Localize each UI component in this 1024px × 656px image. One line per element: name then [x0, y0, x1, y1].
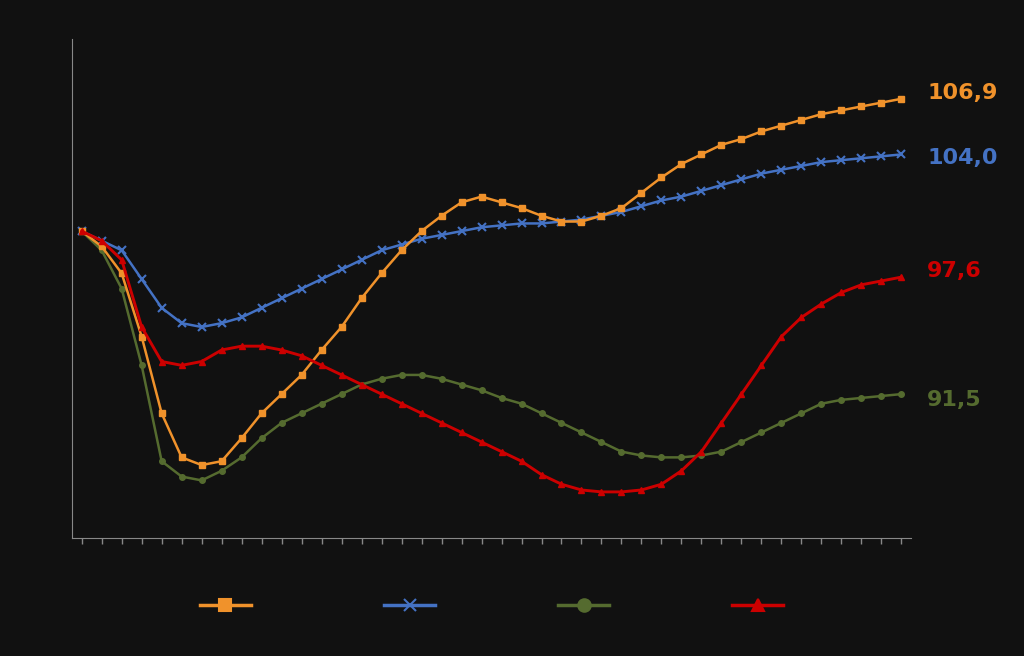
Text: 97,6: 97,6	[928, 261, 982, 281]
Text: 91,5: 91,5	[928, 390, 982, 410]
Text: 106,9: 106,9	[928, 83, 997, 103]
Text: 104,0: 104,0	[928, 148, 997, 168]
